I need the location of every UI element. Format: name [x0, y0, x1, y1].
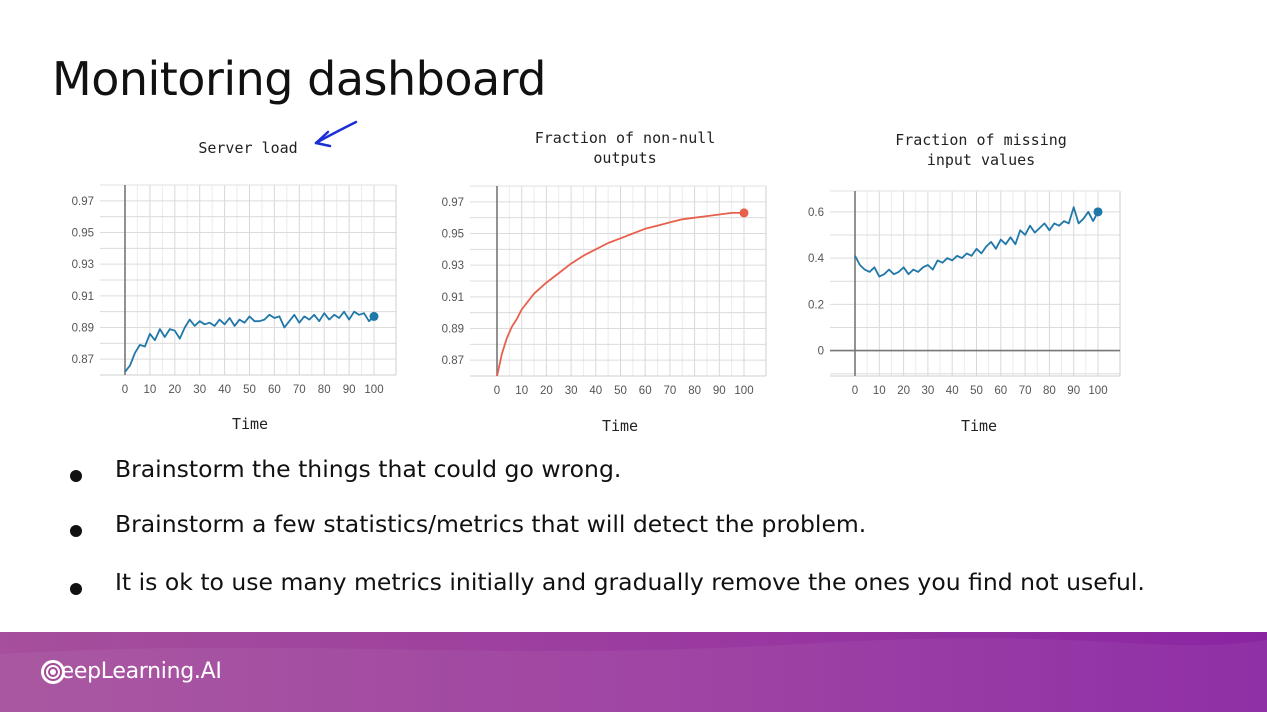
bullet-list: Brainstorm the things that could go wron… [70, 455, 1145, 596]
chart-missing-input-values: 0 0.2 0.4 0.6 0 10 20 30 40 50 60 70 80 90 100 [808, 190, 1121, 397]
y-tick-label: 0.93 [442, 260, 464, 272]
y-tick-label: 0.89 [442, 324, 464, 336]
x-tick-label: 20 [897, 385, 910, 397]
logo-text: DeepLearning.AI [44, 659, 222, 684]
x-tick-label: 100 [734, 385, 753, 397]
y-tick-label: 0.97 [442, 197, 464, 209]
y-tick-label: 0.2 [808, 299, 824, 311]
chart-title-missing-input: Fraction of missing input values [895, 131, 1067, 169]
x-tick-label: 80 [688, 385, 701, 397]
y-tick-label: 0.97 [72, 196, 94, 208]
chart-server-load: 0.87 0.89 0.91 0.93 0.95 0.97 0 10 20 30 40 50 60 70 8… [72, 184, 397, 396]
bullet-item: Brainstorm a few statistics/metrics that… [70, 510, 1145, 538]
series-line [496, 211, 744, 377]
annotation-arrow-icon [314, 120, 358, 148]
x-tick-label: 30 [193, 384, 206, 396]
y-tick-label: 0.6 [808, 207, 824, 219]
chart-xlabel: Time [231, 415, 269, 433]
x-tick-label: 0 [122, 384, 128, 396]
x-tick-label: 0 [494, 385, 500, 397]
x-tick-label: 100 [1088, 385, 1107, 397]
chart-title-server-load: Server load [198, 139, 298, 157]
series-line [124, 310, 375, 373]
x-tick-label: 10 [873, 385, 886, 397]
deeplearning-logo: DeepLearning.AI [40, 659, 222, 684]
y-tick-label: 0.91 [442, 292, 464, 304]
chart-xlabel: Time [601, 417, 639, 435]
end-marker [369, 311, 379, 321]
x-tick-label: 90 [713, 385, 726, 397]
chart-title-non-null-outputs: Fraction of non-null outputs [534, 129, 716, 167]
bullet-dot-icon [70, 470, 82, 482]
x-tick-label: 90 [343, 384, 356, 396]
x-tick-label: 90 [1067, 385, 1080, 397]
chart-grid [100, 184, 397, 376]
series-line [854, 206, 1099, 278]
end-marker [739, 208, 749, 218]
chart-non-null-outputs: 0.87 0.89 0.91 0.93 0.95 0.97 0 10 20 30 40 50 60 70 8… [442, 185, 767, 397]
x-tick-label: 20 [540, 385, 553, 397]
x-tick-label: 0 [852, 385, 858, 397]
x-tick-label: 80 [1043, 385, 1056, 397]
y-tick-label: 0.95 [442, 229, 464, 241]
x-tick-label: 50 [970, 385, 983, 397]
x-tick-label: 70 [664, 385, 677, 397]
x-tick-label: 100 [364, 384, 383, 396]
y-tick-label: 0.4 [808, 253, 825, 265]
x-tick-label: 80 [318, 384, 331, 396]
bullet-dot-icon [70, 583, 82, 595]
end-marker [1093, 207, 1103, 217]
y-tick-label: 0.89 [72, 323, 94, 335]
x-tick-label: 30 [565, 385, 578, 397]
x-tick-label: 50 [243, 384, 256, 396]
bullet-item: It is ok to use many metrics initially a… [70, 568, 1145, 596]
x-tick-label: 70 [1019, 385, 1032, 397]
y-tick-label: 0.87 [72, 354, 94, 366]
x-tick-label: 40 [946, 385, 959, 397]
y-tick-label: 0.95 [72, 228, 94, 240]
x-tick-label: 60 [639, 385, 652, 397]
x-tick-label: 10 [144, 384, 157, 396]
x-tick-label: 60 [268, 384, 281, 396]
bullet-item: Brainstorm the things that could go wron… [70, 455, 1145, 483]
x-tick-label: 70 [293, 384, 306, 396]
y-tick-label: 0 [818, 346, 824, 358]
x-tick-label: 60 [994, 385, 1007, 397]
footer-background [0, 632, 1267, 712]
x-tick-label: 50 [614, 385, 627, 397]
footer-banner: DeepLearning.AI [0, 632, 1267, 712]
chart-xlabel: Time [960, 417, 998, 435]
x-tick-label: 10 [515, 385, 528, 397]
y-tick-label: 0.87 [442, 355, 464, 367]
y-tick-label: 0.91 [72, 291, 94, 303]
x-tick-label: 20 [168, 384, 181, 396]
x-tick-label: 30 [922, 385, 935, 397]
x-tick-label: 40 [218, 384, 231, 396]
y-tick-label: 0.93 [72, 259, 94, 271]
deeplearning-logo-icon [41, 660, 65, 684]
bullet-dot-icon [70, 525, 82, 537]
slide-title: Monitoring dashboard [52, 52, 546, 106]
x-tick-label: 40 [589, 385, 602, 397]
